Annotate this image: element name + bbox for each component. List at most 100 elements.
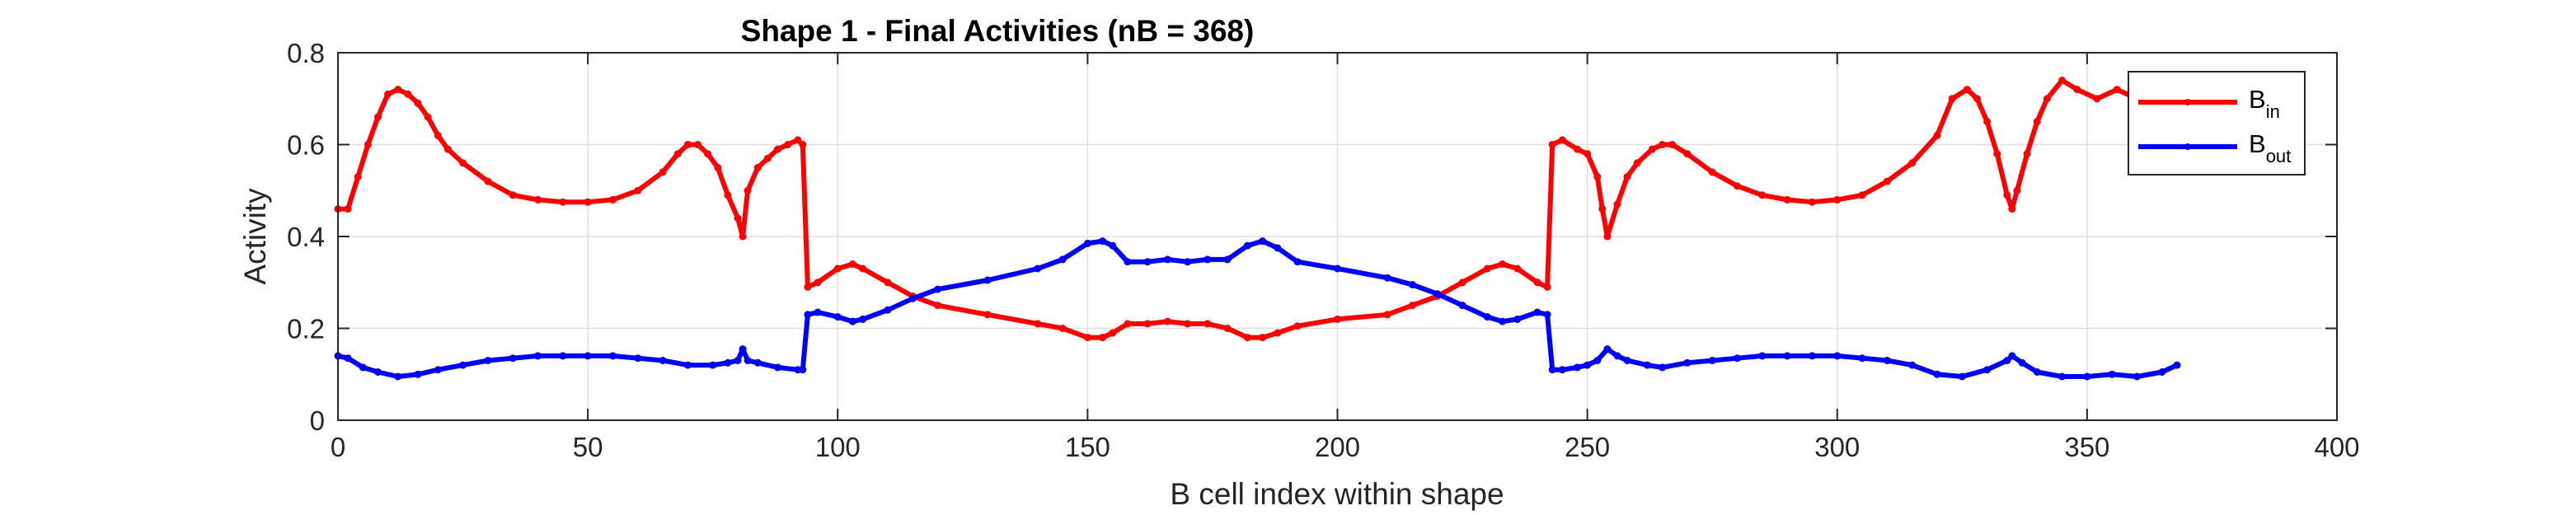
series-1-point <box>459 361 467 369</box>
series-0-point <box>1808 198 1816 206</box>
series-1-point <box>509 354 517 363</box>
x-tick-label: 150 <box>1065 432 1110 462</box>
series-1-point <box>1659 363 1667 372</box>
series-0-point <box>1584 150 1592 158</box>
series-0-point <box>443 145 452 153</box>
series-0-point <box>1623 173 1631 180</box>
series-0-point <box>774 145 781 153</box>
series-0-point <box>848 260 856 268</box>
legend-box <box>2128 71 2306 176</box>
series-0-point <box>1243 334 1251 342</box>
series-0-point <box>1499 260 1507 268</box>
series-1-point <box>659 357 667 364</box>
series-0-point <box>534 195 542 204</box>
legend-label-bout: Bout <box>2249 129 2291 166</box>
series-0-point <box>384 90 392 98</box>
series-0-point <box>1833 195 1842 204</box>
series-0-point <box>2073 86 2081 94</box>
series-0-point <box>1083 334 1091 342</box>
series-1-point <box>2008 352 2016 360</box>
legend-label-bin: Bin <box>2249 85 2280 122</box>
series-0-point <box>714 163 722 171</box>
series-0-point <box>1734 182 1741 190</box>
series-0-point <box>724 191 732 199</box>
series-0-point <box>608 195 617 204</box>
series-1-point <box>753 358 762 367</box>
series-1-point <box>848 317 856 325</box>
series-0-point <box>394 86 402 94</box>
series-1-point <box>434 366 442 374</box>
series-1-point <box>1483 313 1491 321</box>
series-1-point <box>833 313 842 321</box>
series-1-point <box>1734 354 1741 363</box>
series-1-point <box>2108 370 2116 378</box>
series-1-point <box>1543 311 1551 319</box>
series-0-point <box>1513 265 1522 273</box>
series-1-point <box>1243 241 1251 250</box>
x-tick-label: 200 <box>1315 432 1360 462</box>
series-0-point <box>1593 173 1602 180</box>
series-layer <box>334 77 2181 381</box>
series-1-point <box>1983 366 1992 374</box>
series-0-point <box>1574 145 1581 153</box>
series-0-point <box>2003 191 2011 199</box>
x-tick-label: 250 <box>1565 432 1610 462</box>
series-1-point <box>608 352 617 360</box>
series-1-point <box>2003 357 2011 364</box>
series-1-point <box>1958 372 1966 381</box>
series-1-point <box>534 352 542 360</box>
series-1-point <box>908 294 917 302</box>
series-0-point <box>1963 86 1971 94</box>
y-axis-label: Activity <box>238 188 272 285</box>
series-1-point <box>1908 361 1917 369</box>
series-1-point <box>1613 352 1621 360</box>
series-1-point <box>1593 357 1602 364</box>
series-0-point <box>983 311 992 319</box>
y-tick-label: 0.6 <box>287 130 325 161</box>
x-axis: 0 50 100 150 200 250 300 350 400 <box>331 53 2360 462</box>
series-0-point <box>1204 320 1212 328</box>
series-1-point <box>1584 361 1592 369</box>
series-1-point <box>744 357 752 364</box>
series-1-point <box>1458 302 1466 310</box>
series-1-point <box>1858 354 1866 363</box>
series-0-point <box>509 191 517 199</box>
series-0-point <box>1223 325 1232 332</box>
series-1-point <box>1109 241 1117 250</box>
series-0-point <box>659 168 667 176</box>
series-0-point <box>2113 86 2121 94</box>
series-0-point <box>584 198 592 206</box>
series-1-point <box>1499 317 1507 325</box>
series-1-point <box>374 368 382 376</box>
series-1-point <box>2173 361 2181 369</box>
x-tick-label: 300 <box>1814 432 1860 462</box>
x-tick-label: 100 <box>815 432 861 462</box>
series-0-point <box>1543 283 1551 291</box>
series-1-point <box>683 361 692 369</box>
series-0-point <box>374 113 382 121</box>
series-0-point <box>763 154 772 162</box>
series-line-0 <box>335 77 2180 340</box>
series-1-point <box>1758 352 1767 360</box>
series-1-point <box>2158 368 2166 376</box>
series-1-point <box>1558 366 1566 374</box>
y-tick-label: 0.8 <box>287 38 325 68</box>
series-0-point <box>364 141 372 148</box>
series-1-point <box>1223 255 1232 264</box>
series-1-point <box>2133 372 2141 381</box>
series-0-point <box>1783 195 1791 204</box>
series-1-point <box>934 285 941 293</box>
series-0-point <box>744 186 752 194</box>
series-1-point <box>2058 372 2067 381</box>
series-1-point <box>709 361 717 369</box>
series-1-point <box>414 370 422 378</box>
series-1-point <box>634 354 642 363</box>
x-tick-label: 50 <box>573 432 603 462</box>
series-0-point <box>344 205 352 213</box>
series-0-point <box>2008 205 2016 213</box>
series-0-point <box>694 141 701 148</box>
series-0-point <box>1458 279 1466 287</box>
series-0-point <box>1124 320 1132 328</box>
series-0-point <box>784 141 792 148</box>
series-0-point <box>1548 141 1556 148</box>
